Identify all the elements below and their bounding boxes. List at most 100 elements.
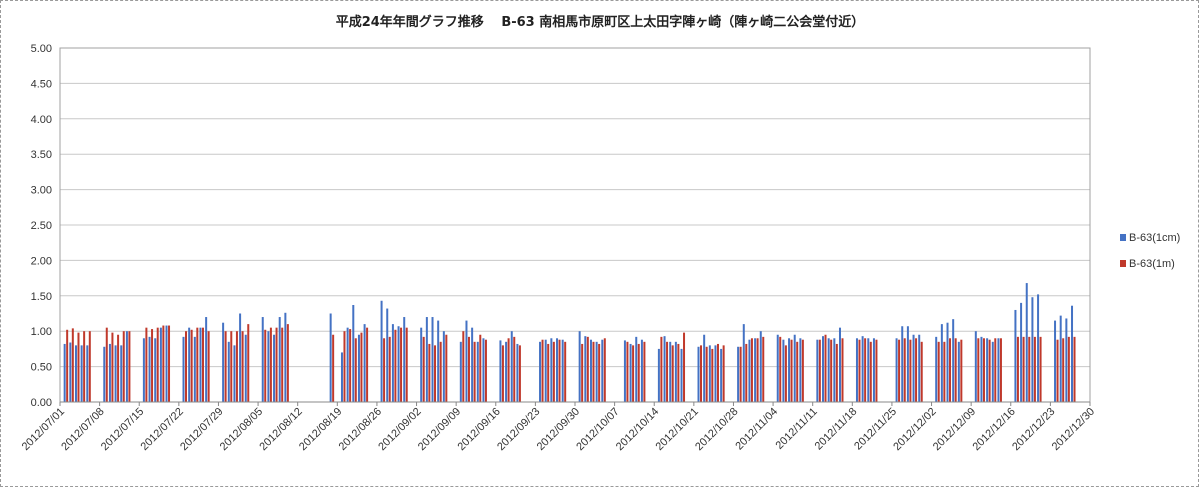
bar-1cm xyxy=(284,312,287,402)
bar-1m xyxy=(428,343,431,402)
bar-1cm xyxy=(329,313,332,402)
bar-1m xyxy=(745,343,748,402)
bar-1cm xyxy=(539,341,542,402)
y-axis: 0.00 0.50 1.00 1.50 2.00 2.50 3.00 3.50 4.00 4.50… xyxy=(31,43,52,409)
bar-1m xyxy=(660,336,663,402)
bar-1cm xyxy=(703,334,706,402)
bar-1cm xyxy=(86,345,89,402)
bar-1m xyxy=(552,341,555,402)
bar-1m xyxy=(632,345,635,402)
bar-1cm xyxy=(459,341,462,402)
bars xyxy=(63,283,1076,402)
bar-1m xyxy=(484,339,487,402)
bar-1m xyxy=(479,334,482,402)
bar-1cm xyxy=(833,338,836,402)
bar-1cm xyxy=(205,317,208,402)
bar-1cm xyxy=(946,322,949,402)
bar-1m xyxy=(394,329,397,402)
bar-1m xyxy=(626,341,629,402)
y-tick-label: 4.50 xyxy=(31,78,52,90)
bar-1m xyxy=(1028,336,1031,402)
bar-1cm xyxy=(838,327,841,402)
bar-1cm xyxy=(499,340,502,402)
bar-1cm xyxy=(352,305,355,402)
bar-1cm xyxy=(244,334,247,402)
bar-1cm xyxy=(482,338,485,402)
bar-1cm xyxy=(635,336,638,402)
bar-1m xyxy=(909,339,912,402)
y-tick-label: 2.00 xyxy=(31,255,52,267)
y-tick-label: 3.00 xyxy=(31,185,52,197)
bar-1m xyxy=(264,329,267,402)
bar-1cm xyxy=(720,348,723,402)
bar-1cm xyxy=(380,300,383,402)
bar-1m xyxy=(122,331,125,402)
bar-1m xyxy=(241,331,244,402)
bar-1cm xyxy=(578,331,581,402)
bar-1m xyxy=(801,339,804,402)
bar-1cm xyxy=(1014,309,1017,402)
bar-1cm xyxy=(165,325,168,402)
bar-1cm xyxy=(640,339,643,402)
bar-1cm xyxy=(799,338,802,402)
bar-1cm xyxy=(776,334,779,402)
bar-1m xyxy=(185,331,188,402)
bar-1cm xyxy=(80,345,83,402)
bar-1cm xyxy=(273,334,276,402)
bar-1cm xyxy=(505,341,508,402)
bar-1m xyxy=(666,341,669,402)
legend-swatch xyxy=(1120,260,1126,267)
bar-1cm xyxy=(872,338,875,402)
bar-1cm xyxy=(997,338,1000,402)
bar-1m xyxy=(700,345,703,402)
bar-1cm xyxy=(199,327,202,402)
bar-1m xyxy=(982,338,985,402)
bar-1cm xyxy=(708,345,711,402)
bar-1cm xyxy=(895,338,898,402)
bar-1m xyxy=(830,339,833,402)
y-tick-label: 1.50 xyxy=(31,291,52,303)
bar-1m xyxy=(247,324,250,402)
bar-1cm xyxy=(980,336,983,402)
bar-1cm xyxy=(159,327,162,402)
bar-1m xyxy=(354,338,357,402)
bar-1cm xyxy=(748,339,751,402)
bar-1cm xyxy=(901,326,904,402)
y-tick-label: 0.50 xyxy=(31,362,52,374)
bar-1m xyxy=(473,341,476,402)
bar-1cm xyxy=(793,334,796,402)
bar-1m xyxy=(117,334,120,402)
bar-1cm xyxy=(1054,320,1057,402)
bar-1cm xyxy=(680,348,683,402)
bar-1m xyxy=(405,327,408,402)
bar-1m xyxy=(445,334,448,402)
bar-1cm xyxy=(442,331,445,402)
bar-1m xyxy=(558,339,561,402)
y-tick-label: 5.00 xyxy=(31,43,52,55)
bar-1m xyxy=(439,341,442,402)
bar-1cm xyxy=(386,308,389,402)
bar-1m xyxy=(796,341,799,402)
bar-1m xyxy=(383,338,386,402)
bar-1m xyxy=(128,331,131,402)
bar-1cm xyxy=(737,346,740,402)
bar-1cm xyxy=(629,343,632,402)
bar-1cm xyxy=(1071,305,1074,402)
bar-1m xyxy=(77,332,80,402)
bar-1cm xyxy=(239,313,242,402)
bar-1m xyxy=(467,336,470,402)
bar-1cm xyxy=(935,336,938,402)
bar-1m xyxy=(564,341,567,402)
bar-1m xyxy=(858,339,861,402)
bar-1cm xyxy=(103,346,106,402)
bar-1m xyxy=(343,331,346,402)
legend-swatch xyxy=(1120,234,1126,241)
chart-title: 平成24年年間グラフ推移 B-63 南相馬市原町区上太田字陣ヶ崎（陣ヶ崎二公会堂… xyxy=(336,14,865,30)
bar-1cm xyxy=(227,341,230,402)
bar-1cm xyxy=(986,338,989,402)
bar-1cm xyxy=(855,338,858,402)
bar-1m xyxy=(762,336,765,402)
bar-1m xyxy=(683,332,686,402)
